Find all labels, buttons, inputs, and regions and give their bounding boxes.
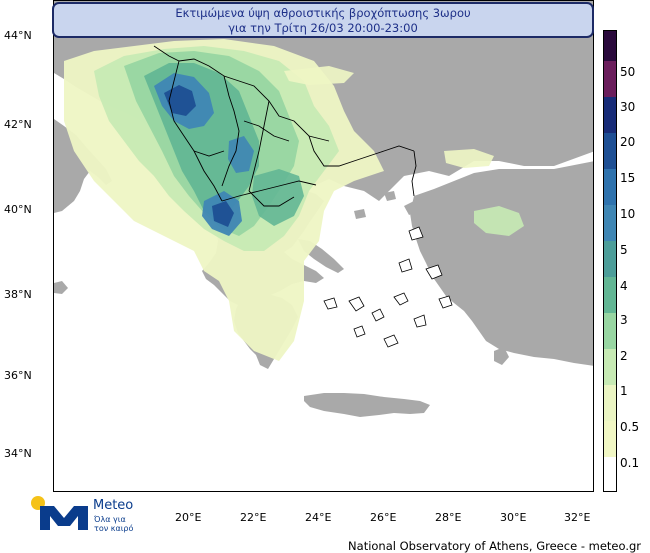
colorbar-label-0-5: 0.5 xyxy=(620,420,640,434)
meteo-logo-mark xyxy=(31,496,88,530)
lon-label-32: 32°E xyxy=(564,511,591,524)
colorbar-label-10: 10 xyxy=(620,207,636,221)
colorbar-label-1: 1 xyxy=(620,384,628,398)
colorbar xyxy=(603,30,617,492)
colorbar-segment xyxy=(604,61,616,97)
lon-label-24: 24°E xyxy=(305,511,332,524)
land-crete xyxy=(304,393,430,417)
logo-tagline-1: Όλα για xyxy=(94,515,126,524)
meteo-logo[interactable]: Meteo Όλα για τον καιρό xyxy=(30,494,140,536)
island-outlines xyxy=(323,226,453,348)
map-title-line-2: για την Τρίτη 26/03 20:00-23:00 xyxy=(228,21,418,35)
lat-label-42: 42°N xyxy=(4,118,32,131)
land-italy xyxy=(54,119,112,213)
colorbar-segment xyxy=(604,31,616,61)
lat-label-38: 38°N xyxy=(4,288,32,301)
lon-label-28: 28°E xyxy=(435,511,462,524)
lat-label-44: 44°N xyxy=(4,29,32,42)
colorbar-segment xyxy=(604,241,616,277)
lon-label-26: 26°E xyxy=(370,511,397,524)
colorbar-segment xyxy=(604,313,616,349)
colorbar-segment xyxy=(604,457,616,491)
country-borders xyxy=(153,45,417,207)
colorbar-segment xyxy=(604,133,616,169)
logo-m-icon xyxy=(40,506,88,530)
footer-credit: National Observatory of Athens, Greece -… xyxy=(348,539,641,553)
map-frame xyxy=(53,0,594,492)
rainfall-map xyxy=(54,1,593,417)
colorbar-segment xyxy=(604,97,616,133)
colorbar-label-20: 20 xyxy=(620,135,636,149)
lat-label-34: 34°N xyxy=(4,447,32,460)
colorbar-label-30: 30 xyxy=(620,100,636,114)
colorbar-segment xyxy=(604,277,616,313)
land-sicily xyxy=(54,281,68,294)
logo-brand-text: Meteo xyxy=(93,498,134,513)
colorbar-label-5: 5 xyxy=(620,243,628,257)
land-islands-north-aegean xyxy=(354,191,419,219)
lat-label-36: 36°N xyxy=(4,369,32,382)
colorbar-label-3: 3 xyxy=(620,313,628,327)
colorbar-segment xyxy=(604,169,616,205)
colorbar-label-0-1: 0.1 xyxy=(620,456,640,470)
lat-label-40: 40°N xyxy=(4,203,32,216)
colorbar-label-50: 50 xyxy=(620,65,636,79)
lon-label-22: 22°E xyxy=(240,511,267,524)
colorbar-label-4: 4 xyxy=(620,279,628,293)
colorbar-label-15: 15 xyxy=(620,171,636,185)
land-rhodes xyxy=(494,347,509,365)
map-title-line-1: Εκτιμώμενα ύψη αθροιστικής βροχόπτωσης 3… xyxy=(175,6,471,20)
map-title-box: Εκτιμώμενα ύψη αθροιστικής βροχόπτωσης 3… xyxy=(52,2,594,38)
colorbar-segment xyxy=(604,349,616,385)
colorbar-label-2: 2 xyxy=(620,349,628,363)
lon-label-30: 30°E xyxy=(500,511,527,524)
colorbar-segment xyxy=(604,421,616,457)
lon-label-20: 20°E xyxy=(175,511,202,524)
colorbar-segment xyxy=(604,205,616,241)
colorbar-segment xyxy=(604,385,616,421)
land-anatolia xyxy=(410,161,593,366)
logo-tagline-2: τον καιρό xyxy=(94,524,134,533)
